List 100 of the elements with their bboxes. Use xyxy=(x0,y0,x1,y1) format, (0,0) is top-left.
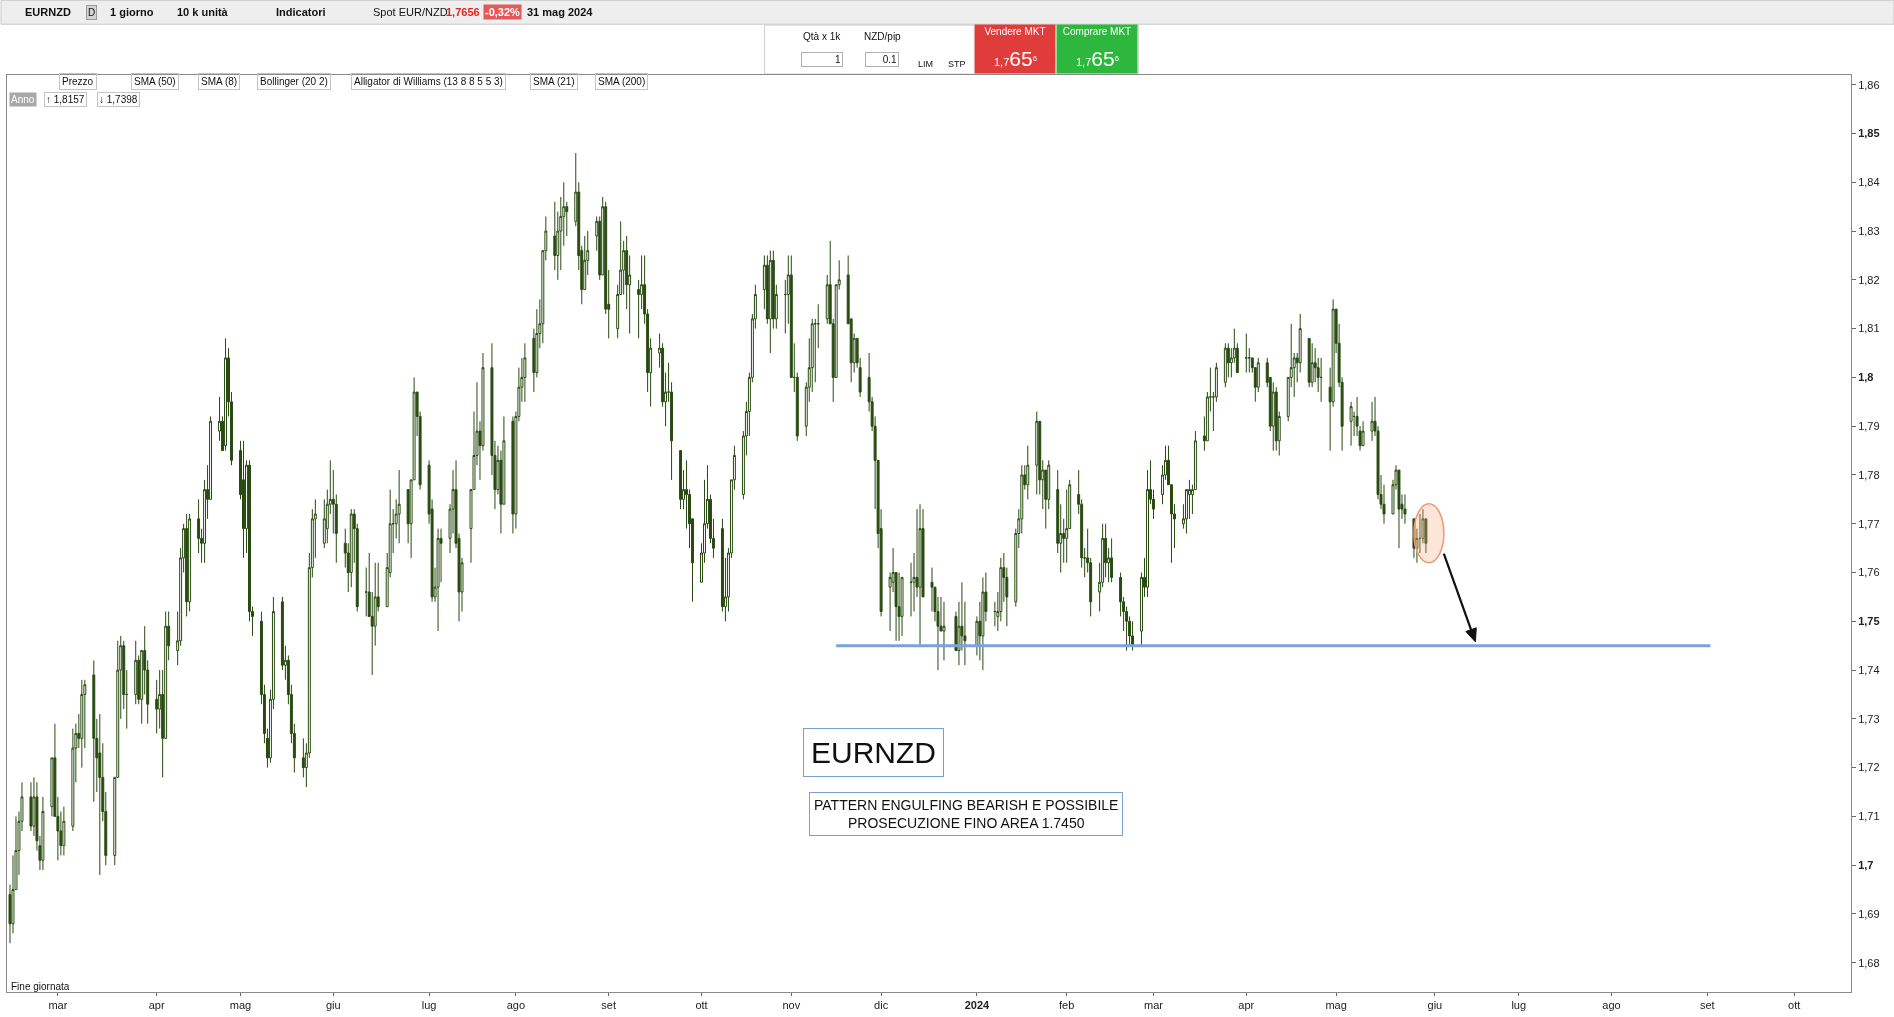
candlestick xyxy=(1361,420,1365,447)
x-tick-label: mag xyxy=(229,999,252,1012)
candlestick xyxy=(768,250,772,354)
text: 1,765$^{6}$ xyxy=(994,47,1037,70)
candlestick xyxy=(679,450,683,510)
candlestick xyxy=(436,528,440,632)
candlestick xyxy=(918,503,922,647)
candlestick xyxy=(1370,401,1374,442)
candlestick xyxy=(62,806,66,856)
x-tick-label: mar xyxy=(48,999,68,1012)
annotation: EURNZD xyxy=(811,736,936,769)
candlestick xyxy=(41,796,45,871)
text: EURNZD xyxy=(25,6,71,18)
y-tick-label: 1,81 xyxy=(1858,322,1880,335)
y-tick-label: 1,8 xyxy=(1858,371,1874,384)
text: 31 mag 2024 xyxy=(527,6,594,18)
x-tick-label: lug xyxy=(421,999,437,1012)
candlestick xyxy=(981,576,985,671)
annotation: SMA (21) xyxy=(533,76,575,87)
y-tick-label: 1,79 xyxy=(1858,420,1880,433)
annotation: ↑ 1,8157 xyxy=(46,94,85,105)
candlestick xyxy=(1223,342,1227,388)
candlestick xyxy=(1397,469,1401,549)
candlestick xyxy=(1349,401,1353,447)
annotation: SMA (50) xyxy=(134,76,176,87)
candlestick xyxy=(1274,386,1278,452)
x-tick-label: dic xyxy=(874,999,889,1012)
text: 1,7656 xyxy=(446,6,480,18)
candlestick xyxy=(224,337,227,452)
x-tick-label: ott xyxy=(695,999,708,1012)
x-tick-label: giu xyxy=(1427,999,1443,1012)
text: Vendere MKT xyxy=(984,26,1046,37)
annotation: Bollinger (20 2) xyxy=(260,76,328,87)
candlestick xyxy=(1035,411,1039,495)
annotation: ↓ 1,7398 xyxy=(99,94,138,105)
text: STP xyxy=(948,59,966,69)
x-tick-label: mar xyxy=(1144,999,1164,1012)
x-tick-label: mag xyxy=(1325,999,1347,1012)
y-tick-label: 1,77 xyxy=(1858,517,1880,530)
candlestick xyxy=(1271,381,1275,452)
x-tick-label: set xyxy=(601,999,617,1012)
candlestick xyxy=(80,679,84,769)
annotation: PATTERN ENGULFING BEARISH E POSSIBILE PROSECUZIONE FINO AREA 1.7450 xyxy=(814,797,1119,832)
candlestick xyxy=(71,728,75,832)
y-tick-label: 1,69 xyxy=(1858,907,1880,920)
text: LIM xyxy=(918,59,934,69)
candlestick xyxy=(511,415,515,534)
y-tick-label: 1,78 xyxy=(1858,468,1880,481)
y-tick-label: 1,85 xyxy=(1858,127,1880,140)
x-tick-label: lug xyxy=(1511,999,1527,1012)
candlestick xyxy=(98,713,102,876)
candlestick xyxy=(1310,342,1314,388)
candlestick xyxy=(92,659,96,803)
candlestick xyxy=(242,440,245,559)
annotation: Anno xyxy=(11,94,35,105)
y-tick-label: 1,84 xyxy=(1858,176,1880,189)
candlestick xyxy=(942,601,946,661)
x-tick-label: set xyxy=(1699,999,1715,1012)
text: 0.1 xyxy=(882,54,897,65)
y-tick-label: 1,75 xyxy=(1858,615,1880,628)
text: -0,32% xyxy=(485,6,521,18)
x-tick-label: apr xyxy=(1238,999,1255,1012)
candlestick xyxy=(1319,357,1323,403)
candlestick xyxy=(897,572,901,642)
candlestick xyxy=(1307,337,1311,388)
candlestick xyxy=(397,469,401,544)
candlestick xyxy=(1412,518,1416,559)
y-tick-label: 1,73 xyxy=(1858,712,1880,725)
y-tick-label: 1,76 xyxy=(1858,566,1880,579)
x-tick-label: ago xyxy=(506,999,526,1012)
candlestick xyxy=(1131,620,1135,652)
y-tick-label: 1,82 xyxy=(1858,273,1880,286)
annotation: Fine giornata xyxy=(11,981,70,992)
annotation: SMA (200) xyxy=(598,76,646,87)
x-tick-label: apr xyxy=(148,999,165,1012)
candlestick xyxy=(1403,493,1407,525)
text: 1 xyxy=(835,54,841,65)
annotation: Prezzo xyxy=(62,76,94,87)
y-tick-label: 1,72 xyxy=(1858,761,1880,774)
candlestick xyxy=(1244,333,1248,374)
y-tick-label: 1,83 xyxy=(1858,224,1880,237)
annotation: Alligator di Williams (13 8 8 5 5 3) xyxy=(354,76,503,87)
x-tick-label: ott xyxy=(1788,999,1801,1012)
candlestick xyxy=(29,781,33,832)
x-tick-label: 2024 xyxy=(964,999,991,1012)
text: Spot EUR/NZD xyxy=(373,6,448,18)
x-tick-label: feb xyxy=(1059,999,1075,1012)
y-tick-label: 1,68 xyxy=(1858,956,1880,969)
candlestick xyxy=(185,513,189,617)
y-tick-label: 1,71 xyxy=(1858,810,1880,823)
text: 1 giorno xyxy=(110,6,154,18)
text: Indicatori xyxy=(276,6,326,18)
candlestick xyxy=(1110,537,1114,583)
text: D xyxy=(88,7,96,18)
candlestick xyxy=(900,576,904,637)
x-tick-label: nov xyxy=(782,999,801,1012)
x-tick-label: ago xyxy=(1602,999,1621,1012)
candlestick xyxy=(1026,445,1030,500)
candlestick xyxy=(188,513,192,613)
y-tick-label: 1,74 xyxy=(1858,663,1880,676)
